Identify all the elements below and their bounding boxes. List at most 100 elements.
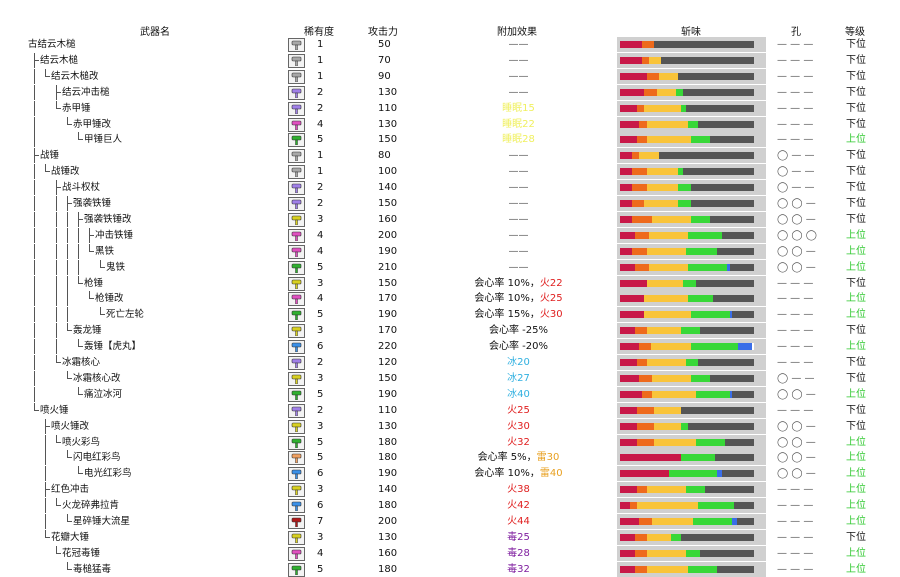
weapon-name[interactable]: 结云冲击槌 <box>62 86 110 98</box>
weapon-name[interactable]: 枪锤改 <box>95 293 124 305</box>
weapon-name[interactable]: 星碎锤大流星 <box>73 516 131 527</box>
table-row: 轰龙锤 3 170 会心率 -25% — — — 下位 <box>0 323 900 339</box>
attack-value: 190 <box>378 468 398 480</box>
weapon-name[interactable]: 冰霜核心 <box>62 357 101 368</box>
weapon-name[interactable]: 轰龙锤 <box>73 325 102 337</box>
hammer-icon <box>291 88 302 98</box>
effect-value: 会心率 10%，火25 <box>420 291 617 306</box>
weapon-name[interactable]: 红色冲击 <box>51 484 90 496</box>
table-row: 花瓣大锤 3 130 毒25 — — — 下位 <box>0 529 900 545</box>
rarity-value: 5 <box>317 309 324 321</box>
effect-part: 睡眠22 <box>502 118 535 130</box>
sharpness-yellow <box>646 549 686 557</box>
tree-branch-h <box>89 298 94 300</box>
sharpness-red <box>620 502 630 510</box>
sharpness-orange <box>639 518 652 525</box>
effect-part: 会心率 5%， <box>477 452 537 464</box>
weapon-name[interactable]: 结云木槌 <box>40 54 79 66</box>
weapon-name[interactable]: 赤甲锤改 <box>73 118 112 130</box>
effect-part: —— <box>508 182 529 194</box>
weapon-name[interactable]: 毒槌猛毒 <box>73 563 112 575</box>
sharpness-bar <box>620 486 754 494</box>
weapon-name[interactable]: 结云木槌改 <box>51 70 99 82</box>
weapon-name[interactable]: 枪锤 <box>84 277 104 289</box>
hammer-icon <box>291 231 302 241</box>
sharpness-bar <box>620 168 754 176</box>
sharpness-orange <box>634 565 647 573</box>
tree-branch <box>56 355 57 363</box>
sharpness-orange <box>634 533 647 541</box>
table-row: 黑铁 4 190 —— ◯ ◯ — 上位 <box>0 243 900 259</box>
tree-branch-h <box>100 314 105 316</box>
sharpness-green <box>668 470 718 478</box>
weapon-name[interactable]: 鬼铁 <box>106 261 126 273</box>
weapon-name[interactable]: 甲锤巨人 <box>84 134 123 146</box>
weapon-name[interactable]: 古结云木槌 <box>28 39 76 50</box>
effect-part: —— <box>508 261 529 273</box>
grade-value: 上位 <box>846 134 866 146</box>
weapon-name[interactable]: 强袭铁锤 <box>73 198 112 209</box>
weapon-name[interactable]: 战斗权杖 <box>62 182 101 194</box>
table-row: 闪电红彩鸟 5 180 会心率 5%，雷30 ◯ ◯ — 上位 <box>0 450 900 466</box>
tree-branch-h <box>67 377 72 379</box>
sharpness-red <box>620 72 647 80</box>
effect-value: 火30 <box>420 419 617 434</box>
hammer-icon <box>291 215 302 225</box>
sharpness-orange <box>641 390 652 398</box>
sharpness-red <box>620 247 633 255</box>
weapon-name[interactable]: 电光红彩鸟 <box>84 468 132 480</box>
rarity-icon-box <box>288 117 305 132</box>
rarity-value: 2 <box>317 182 324 194</box>
tree-branch-h <box>89 250 94 252</box>
rarity-value: 4 <box>317 547 324 559</box>
effect-part: 火38 <box>507 484 530 496</box>
weapon-name[interactable]: 喷火锤改 <box>51 420 90 432</box>
sharpness-orange <box>637 406 655 414</box>
weapon-name[interactable]: 闪电红彩鸟 <box>73 452 121 464</box>
weapon-name[interactable]: 黑铁 <box>95 245 115 257</box>
grade-value: 上位 <box>846 468 866 480</box>
sharpness-bar <box>620 88 754 96</box>
tree-guide <box>34 370 35 386</box>
sharpness-yellow <box>644 104 681 112</box>
sharpness-bar <box>620 422 754 430</box>
weapon-name[interactable]: 痛泣冰河 <box>84 388 123 400</box>
weapon-name[interactable]: 喷火彩鸟 <box>62 436 101 448</box>
sharpness-bar <box>620 104 754 112</box>
sharpness-orange <box>641 56 650 64</box>
tree-guide <box>34 291 35 307</box>
tree-branch-h <box>56 107 61 109</box>
weapon-name[interactable]: 喷火锤 <box>40 404 69 416</box>
slots-value: — — — <box>777 404 814 416</box>
header-attack: 攻击力 <box>368 27 398 38</box>
sharpness-orange <box>634 549 647 557</box>
sharpness-blue <box>727 263 730 271</box>
weapon-name[interactable]: 火龙碎弗拉肯 <box>62 500 120 512</box>
weapon-name[interactable]: 冰霜核心改 <box>73 372 121 384</box>
effect-value: 火44 <box>420 514 617 529</box>
sharpness-yellow <box>639 152 659 160</box>
sharpness-bar <box>620 120 754 128</box>
weapon-name[interactable]: 花瓣大锤 <box>51 531 90 543</box>
weapon-name[interactable]: 花冠毒锤 <box>62 547 101 559</box>
hammer-icon <box>291 136 302 146</box>
rarity-value: 2 <box>317 357 324 368</box>
attack-value: 210 <box>378 261 398 273</box>
weapon-name[interactable]: 赤甲锤 <box>62 102 91 114</box>
rarity-value: 6 <box>317 341 324 353</box>
sharpness-bar <box>620 438 754 446</box>
table-row: 甲锤巨人 5 150 睡眠28 — — — 上位 <box>0 132 900 148</box>
effect-value: —— <box>420 85 617 100</box>
weapon-name[interactable]: 强袭铁锤改 <box>84 213 132 225</box>
weapon-name[interactable]: 战锤改 <box>51 166 80 178</box>
effect-value: 毒25 <box>420 530 617 545</box>
weapon-name[interactable]: 轰锤【虎丸】 <box>84 341 142 353</box>
attack-value: 70 <box>378 54 391 66</box>
weapon-name[interactable]: 死亡左轮 <box>106 309 145 321</box>
table-row: 死亡左轮 5 190 会心率 15%，火30 — — — 上位 <box>0 307 900 323</box>
tree-branch <box>78 275 79 284</box>
weapon-name[interactable]: 战锤 <box>40 150 60 162</box>
weapon-name[interactable]: 冲击铁锤 <box>95 229 134 241</box>
rarity-icon-box <box>288 212 305 227</box>
tree-branch-h <box>78 393 83 395</box>
